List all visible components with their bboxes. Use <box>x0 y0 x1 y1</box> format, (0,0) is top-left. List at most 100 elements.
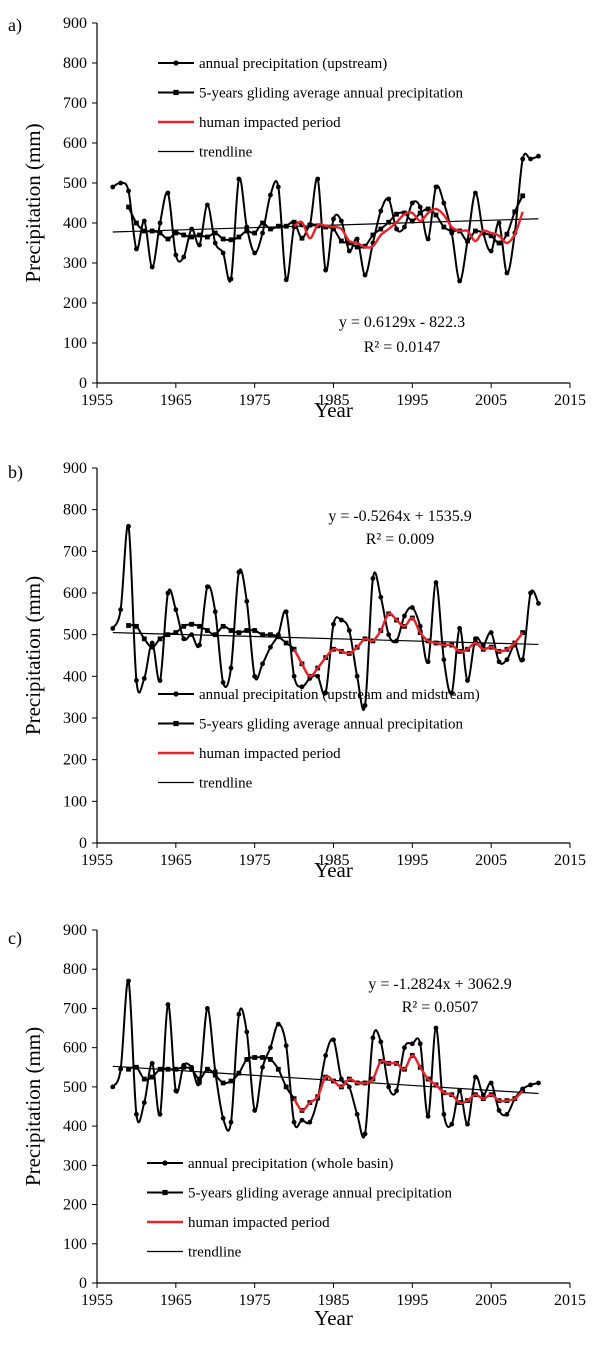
data-point <box>417 623 423 629</box>
data-point <box>488 248 494 254</box>
data-point <box>134 1111 139 1117</box>
x-tick-label: 1955 <box>81 392 113 409</box>
data-point <box>315 673 321 679</box>
data-point <box>536 153 541 159</box>
data-point <box>441 657 447 663</box>
data-point <box>409 218 415 224</box>
legend-label: human impacted period <box>199 115 341 131</box>
data-point <box>465 678 470 683</box>
data-point <box>402 224 407 230</box>
y-tick-label: 100 <box>63 335 87 352</box>
data-point <box>457 278 463 284</box>
data-point <box>417 204 423 210</box>
data-point <box>260 661 265 667</box>
data-point <box>331 216 336 222</box>
data-point <box>496 659 502 665</box>
data-point <box>394 1088 399 1094</box>
data-point <box>378 226 384 232</box>
legend-label: 5-years gliding average annual precipita… <box>188 1186 453 1202</box>
x-tick-label: 2005 <box>475 392 507 409</box>
legend-item: annual precipitation (upstream and midst… <box>158 687 480 703</box>
y-tick-label: 800 <box>63 961 87 978</box>
data-point <box>275 184 281 190</box>
data-point <box>157 636 163 642</box>
legend-label: 5-years gliding average annual precipita… <box>199 86 464 102</box>
panel-label: a) <box>8 15 22 36</box>
data-point <box>173 252 179 258</box>
legend-label: trendline <box>199 776 253 792</box>
data-point <box>362 272 368 278</box>
data-point <box>165 632 171 638</box>
data-point <box>228 237 234 243</box>
data-point <box>354 1111 360 1117</box>
trendline <box>112 1065 539 1095</box>
data-point <box>417 210 423 216</box>
data-point <box>165 590 171 596</box>
data-point <box>126 623 131 628</box>
data-point <box>228 665 234 671</box>
legend-label: 5-years gliding average annual precipita… <box>199 717 464 733</box>
data-point <box>473 190 478 196</box>
r-squared: R² = 0.0507 <box>402 999 479 1016</box>
data-point <box>268 644 273 650</box>
data-point <box>409 1041 415 1047</box>
data-point <box>220 250 226 256</box>
legend-label: annual precipitation (upstream and midst… <box>199 687 480 703</box>
y-tick-label: 600 <box>63 1040 87 1057</box>
data-point <box>441 200 447 206</box>
x-tick-label: 2015 <box>554 392 586 409</box>
data-point <box>425 659 431 665</box>
trendline <box>112 631 539 646</box>
data-point <box>181 623 187 629</box>
data-point <box>496 240 502 246</box>
x-tick-label: 2015 <box>554 1292 586 1309</box>
data-point <box>165 1002 171 1007</box>
data-point <box>425 1113 431 1119</box>
data-point <box>338 1076 344 1082</box>
data-point <box>204 584 210 590</box>
data-point <box>134 246 139 252</box>
data-point <box>402 1045 407 1051</box>
legend-label: annual precipitation (upstream) <box>199 56 387 72</box>
panel-label: c) <box>8 928 22 949</box>
x-tick-label: 1985 <box>318 852 350 869</box>
trend-equation: y = 0.6129x - 822.3 <box>339 314 465 331</box>
data-point <box>141 1076 147 1082</box>
data-point <box>173 1088 179 1094</box>
data-point <box>189 1066 194 1072</box>
data-point <box>244 628 250 633</box>
data-point <box>488 1080 494 1086</box>
data-point <box>236 1070 242 1076</box>
data-point <box>504 1111 510 1117</box>
legend-marker <box>173 691 179 697</box>
data-point <box>480 1092 486 1098</box>
data-point <box>331 226 336 232</box>
data-point <box>228 628 234 633</box>
data-point <box>520 193 526 199</box>
data-point <box>260 1064 265 1070</box>
y-tick-label: 800 <box>63 55 87 72</box>
legend-marker <box>173 60 179 66</box>
legend-item: 5-years gliding average annual precipita… <box>158 86 464 102</box>
series-2 <box>293 1054 524 1112</box>
data-point <box>268 192 273 198</box>
data-point <box>315 176 321 182</box>
y-axis-title: Precipitation (mm) <box>21 123 45 282</box>
y-tick-label: 600 <box>63 585 87 602</box>
data-point <box>409 605 415 610</box>
x-tick-label: 1965 <box>160 852 192 869</box>
data-point <box>504 657 510 663</box>
y-tick-label: 400 <box>63 1118 87 1135</box>
data-point <box>362 1131 368 1137</box>
data-point <box>165 236 171 242</box>
x-tick-label: 1985 <box>318 1292 350 1309</box>
data-point <box>283 277 289 283</box>
human-impact-line <box>293 612 524 678</box>
data-point <box>283 640 289 646</box>
data-point <box>212 609 218 615</box>
data-point <box>346 240 352 246</box>
data-point <box>268 226 273 232</box>
legend-item: human impacted period <box>158 115 341 131</box>
data-point <box>283 609 289 615</box>
y-tick-label: 0 <box>79 375 87 392</box>
